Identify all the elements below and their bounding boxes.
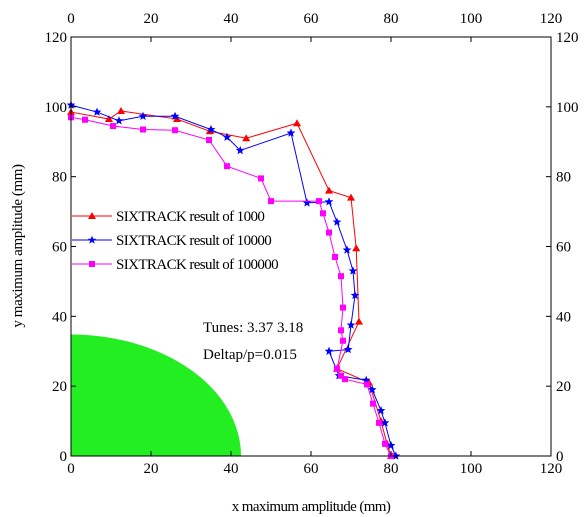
y-tick-label-right: 120 [556,30,579,46]
data-point-star [342,245,352,254]
data-point-triangle [352,244,361,252]
data-point-square [316,198,322,205]
data-point-star [367,385,377,394]
x-tick-label-bottom: 80 [384,461,399,477]
aperture-region-layer [71,334,241,456]
data-point-star [346,320,356,329]
data-point-square [338,372,344,379]
data-point-square [326,229,332,236]
data-point-square [376,419,382,426]
data-point-star [361,375,371,384]
data-point-square [338,273,344,280]
data-point-square [320,210,326,217]
data-point-square [370,400,376,407]
data-point-star [114,116,124,125]
data-point-square [110,123,116,130]
x-tick-label-bottom: 100 [460,461,483,477]
data-point-star [235,145,245,155]
x-tick-label-top: 0 [67,11,75,27]
x-tick-label-top: 40 [224,11,239,27]
data-point-star [138,111,148,120]
x-tick-label-top: 20 [144,11,159,27]
data-point-star [286,128,296,137]
data-point-star [386,440,396,450]
legend-label-1000: SIXTRACK result of 1000 [116,209,264,225]
data-point-square [332,253,338,260]
data-point-triangle [242,134,251,142]
legend-label-100000: SIXTRACK result of 100000 [116,257,278,273]
data-point-star [380,418,390,427]
data-point-star [350,290,360,300]
x-tick-label-top: 80 [384,11,399,27]
y-tick-label-left: 80 [52,170,67,186]
data-point-square [342,376,348,383]
data-point-star [302,198,312,207]
data-point-square [224,163,230,170]
x-tick-label-bottom: 40 [224,461,239,477]
x-axis-label: x maximum amplitude (mm) [232,499,391,515]
data-point-star [170,111,180,120]
legend: SIXTRACK result of 1000 SIXTRACK result … [72,209,279,273]
data-point-square [258,175,264,182]
series-1 [66,100,401,460]
y-axis-label: y maximum amplitude (mm) [10,164,26,328]
data-point-star [324,346,334,355]
data-point-square [340,304,346,311]
data-point-star [348,266,358,275]
data-point-square [364,381,370,388]
data-point-triangle [117,107,125,115]
y-tick-label-right: 60 [556,240,571,256]
y-tick-label-left: 40 [52,309,67,325]
legend-triangle-marker [88,212,96,219]
data-point-star [324,197,334,206]
y-tick-label-right: 40 [556,309,571,325]
data-point-square [140,126,146,133]
data-point-triangle [325,186,333,194]
data-point-square [340,337,346,344]
y-tick-label-left: 20 [52,379,67,395]
data-point-square [268,198,274,205]
x-tick-label-top: 100 [460,11,483,27]
data-point-star [343,344,353,354]
data-point-square [334,365,340,372]
x-tick-label-bottom: 0 [67,461,75,477]
x-tick-label-bottom: 60 [304,461,319,477]
x-tick-label-top: 120 [540,11,563,27]
data-point-triangle [347,193,355,201]
y-tick-label-right: 100 [556,100,579,116]
data-point-star [376,406,386,415]
legend-star-marker [87,235,97,244]
deltap-annotation: Deltap/p=0.015 [203,347,297,363]
data-point-star [222,132,232,141]
data-point-square [206,137,212,144]
data-point-square [338,327,344,334]
y-tick-label-right: 80 [556,170,571,186]
data-point-square [172,127,178,134]
x-tick-label-top: 60 [304,11,319,27]
x-tick-label-bottom: 20 [144,461,159,477]
data-point-triangle [105,115,113,123]
legend-label-10000: SIXTRACK result of 10000 [116,233,271,249]
y-tick-label-right: 20 [556,379,571,395]
data-point-star [92,107,102,116]
legend-square-marker [89,261,95,267]
data-point-star [206,124,216,134]
y-tick-label-left: 60 [52,240,67,256]
y-tick-label-left: 0 [60,449,68,465]
data-point-triangle [355,317,363,325]
y-tick-label-left: 120 [45,30,68,46]
data-point-square [382,440,388,447]
y-tick-label-left: 100 [45,100,68,116]
y-tick-label-right: 0 [556,449,564,465]
data-point-star [332,217,342,226]
data-point-square [82,116,88,123]
tunes-annotation: Tunes: 3.37 3.18 [203,320,303,336]
x-tick-label-bottom: 120 [540,461,563,477]
aperture-region [71,334,241,456]
data-point-triangle [293,119,301,127]
